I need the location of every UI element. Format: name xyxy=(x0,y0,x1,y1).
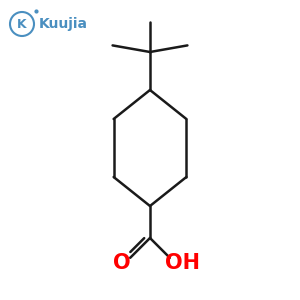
Text: OH: OH xyxy=(165,253,200,273)
Text: Kuujia: Kuujia xyxy=(39,17,88,31)
Text: K: K xyxy=(17,17,27,31)
Text: O: O xyxy=(113,253,131,273)
